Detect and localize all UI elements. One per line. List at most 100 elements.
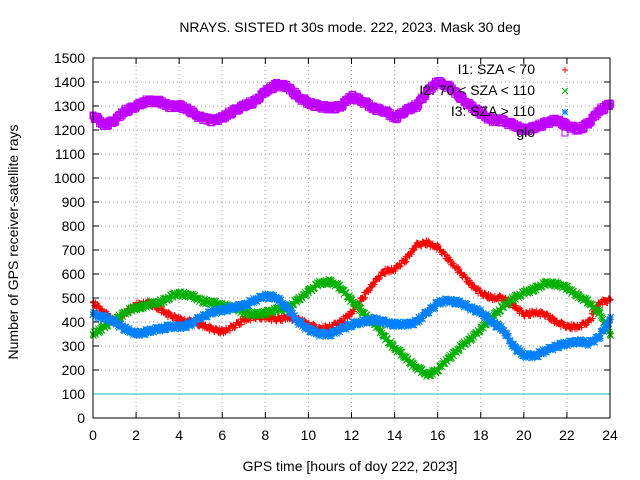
data-point-dense: [559, 340, 567, 348]
data-point-dense: [146, 324, 154, 332]
data-point-dense: [555, 344, 563, 352]
data-point-dense: [372, 318, 380, 326]
data-point-dense: [275, 297, 283, 304]
data-point-dense: [212, 310, 220, 318]
data-point-dense: [377, 272, 384, 279]
data-point-dense: [425, 309, 433, 317]
data-point-dense: [352, 319, 360, 327]
x-tick-label: 18: [473, 427, 489, 443]
data-point-dense: [606, 295, 613, 302]
data-point-dense: [191, 319, 199, 327]
data-point-dense: [574, 336, 582, 344]
data-point-dense: [435, 243, 442, 250]
x-tick-label: 8: [261, 427, 269, 443]
data-point-dense: [607, 100, 615, 108]
data-point-dense: [233, 305, 240, 313]
data-point-dense: [376, 316, 384, 324]
data-point-dense: [371, 281, 378, 288]
x-tick-label: 22: [559, 427, 575, 443]
y-axis-label: Number of GPS receiver-satellite rays: [5, 125, 21, 360]
data-point-dense: [512, 343, 520, 351]
data-point-dense: [510, 340, 518, 348]
data-point-dense: [112, 316, 119, 324]
y-tick-label: 1200: [54, 122, 85, 138]
data-point-dense: [579, 340, 587, 348]
legend-marker: [561, 129, 569, 137]
data-point-dense: [417, 315, 425, 323]
y-tick-label: 1300: [54, 98, 85, 114]
data-point-dense: [512, 302, 519, 309]
data-point-dense: [543, 349, 551, 356]
data-point-dense: [401, 319, 409, 326]
data-point-dense: [222, 304, 230, 312]
data-point-dense: [403, 258, 410, 265]
data-point-dense: [284, 303, 291, 311]
data-point-dense: [411, 243, 418, 250]
data-point-dense: [602, 326, 609, 334]
chart-title: NRAYS. SISTED rt 30s mode. 222, 2023. Ma…: [179, 19, 520, 35]
data-point-dense: [477, 306, 485, 314]
data-point-dense: [227, 327, 234, 334]
data-point-dense: [554, 317, 561, 324]
x-axis-label: GPS time [hours of doy 222, 2023]: [243, 458, 458, 474]
data-point-dense: [342, 315, 349, 322]
data-point-dense: [208, 306, 216, 314]
y-tick-label: 1100: [55, 146, 85, 162]
data-point-dense: [346, 313, 353, 320]
data-point-dense: [300, 322, 308, 329]
data-point-dense: [353, 317, 361, 325]
data-point-dense: [164, 314, 171, 321]
data-point-dense: [384, 322, 392, 329]
data-point-dense: [435, 298, 443, 306]
data-point-dense: [607, 296, 614, 303]
data-point-dense: [298, 318, 306, 326]
data-point-dense: [553, 341, 561, 349]
data-point-dense: [413, 244, 420, 251]
data-point-dense: [357, 321, 364, 329]
data-point-dense: [161, 306, 168, 313]
legend-label: I1: SZA < 70: [458, 61, 536, 77]
data-point-dense: [384, 265, 391, 272]
legend-label: glo: [516, 124, 535, 140]
data-point-dense: [145, 327, 153, 334]
data-point-dense: [141, 331, 149, 339]
data-point-dense: [206, 322, 213, 329]
data-point-dense: [172, 312, 179, 319]
series-square: [89, 76, 615, 136]
legend-marker: [561, 87, 569, 95]
data-point-dense: [596, 334, 604, 342]
data-point-dense: [94, 315, 102, 322]
data-point-dense: [402, 259, 409, 266]
data-point-dense: [563, 342, 571, 350]
data-point-dense: [522, 354, 530, 362]
data-point-dense: [394, 320, 401, 328]
data-point-dense: [362, 294, 369, 301]
axis-ticks: 0 2 4 6 8 10 12 14 16 18 20 22 240100200300400500600…: [54, 50, 618, 443]
data-point-dense: [429, 240, 436, 247]
data-point-dense: [537, 308, 544, 315]
data-point-dense: [491, 319, 499, 327]
y-tick-label: 1000: [54, 170, 85, 186]
data-point-dense: [369, 319, 377, 326]
legend-marker: [561, 108, 569, 116]
data-point-dense: [345, 312, 352, 319]
data-point-dense: [266, 295, 273, 303]
x-tick-label: 4: [175, 427, 183, 443]
data-point-dense: [576, 340, 583, 348]
y-tick-label: 500: [62, 290, 86, 306]
data-point-dense: [482, 290, 489, 297]
data-point-dense: [367, 287, 374, 294]
data-point-dense: [605, 320, 613, 328]
data-point-dense: [557, 323, 564, 330]
y-tick-label: 600: [62, 266, 86, 282]
data-point-dense: [445, 296, 452, 304]
data-point-dense: [367, 315, 375, 323]
data-point-dense: [408, 251, 415, 258]
y-tick-label: 700: [62, 242, 86, 258]
data-point-dense: [162, 326, 170, 334]
data-point-dense: [237, 321, 244, 328]
data-point-dense: [450, 260, 457, 267]
data-point-dense: [253, 298, 261, 305]
data-point-dense: [471, 282, 478, 289]
data-point-dense: [198, 316, 205, 323]
